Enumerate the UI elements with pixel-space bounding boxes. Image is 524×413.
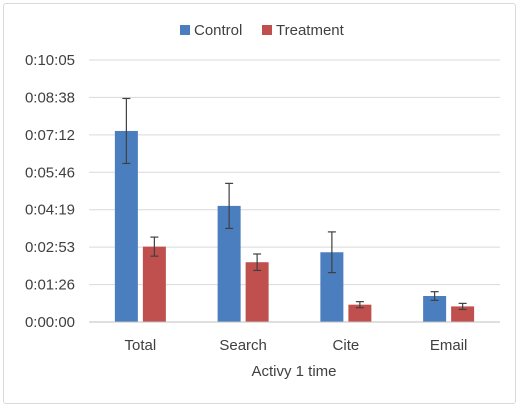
error-bar-treatment-total (150, 236, 159, 257)
y-tick-label: 0:00:00 (25, 314, 75, 331)
y-axis-tick-labels: 0:00:00 0:01:26 0:02:53 0:04:19 0:05:46 0:07:… (25, 52, 75, 331)
y-tick-label: 0:07:12 (25, 127, 75, 144)
y-tick-label: 0:01:26 (25, 277, 75, 294)
y-tick-label: 0:08:38 (25, 89, 75, 106)
bar-treatment-search (245, 262, 269, 322)
error-bars (122, 97, 467, 311)
error-bar-treatment-search (253, 253, 262, 272)
y-tick-label: 0:10:05 (25, 52, 75, 69)
x-tick-label: Cite (333, 337, 360, 354)
chart-frame: 0:00:00 0:01:26 0:02:53 0:04:19 0:05:46 0:07:… (3, 3, 516, 404)
legend-label-treatment: Treatment (276, 22, 345, 39)
y-tick-label: 0:05:46 (25, 164, 75, 181)
y-tick-label: 0:04:19 (25, 202, 75, 219)
x-tick-label: Total (125, 337, 157, 354)
error-bar-control-total (122, 97, 131, 165)
error-bar-control-cite (327, 231, 336, 274)
error-bar-treatment-cite (355, 301, 364, 309)
legend-label-control: Control (194, 22, 242, 39)
bars (114, 130, 475, 322)
bar-treatment-cite (348, 304, 372, 322)
x-axis-title: Activy 1 time (251, 363, 336, 380)
bar-control-search (217, 205, 241, 322)
error-bar-control-email (430, 291, 439, 301)
x-tick-label: Search (219, 337, 267, 354)
error-bar-treatment-email (458, 302, 467, 311)
error-bar-control-search (225, 182, 234, 230)
bar-chart: 0:00:00 0:01:26 0:02:53 0:04:19 0:05:46 0:07:… (25, 22, 500, 380)
x-tick-label: Email (430, 337, 468, 354)
bar-treatment-email (451, 306, 475, 322)
bar-control-email (423, 296, 447, 322)
legend: Control Treatment (180, 22, 345, 39)
bar-control-total (114, 130, 138, 322)
legend-swatch-control (180, 25, 190, 35)
bar-treatment-total (142, 246, 166, 322)
y-tick-label: 0:02:53 (25, 239, 75, 256)
x-axis-tick-labels: Total Search Cite Email (125, 337, 468, 354)
legend-swatch-treatment (262, 25, 272, 35)
bar-control-cite (320, 252, 344, 322)
